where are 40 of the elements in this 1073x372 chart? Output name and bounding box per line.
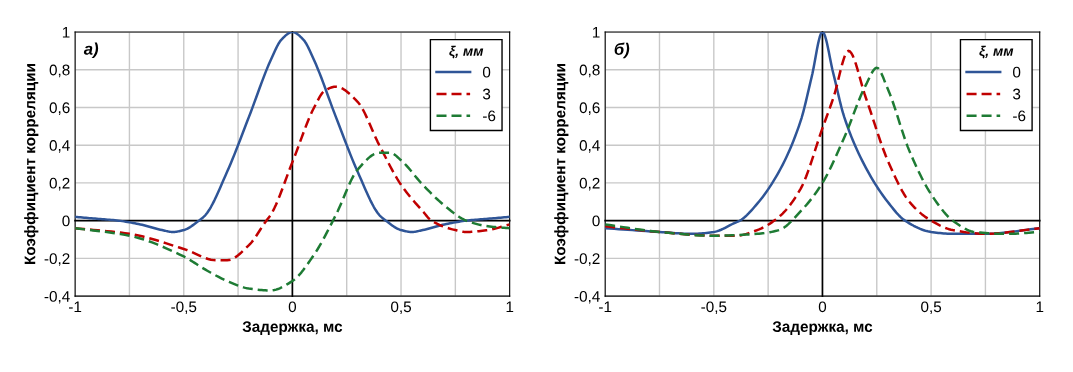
legend-title: ξ, мм xyxy=(979,45,1014,59)
annotation: а) xyxy=(83,42,99,59)
x-tick-label: -0,5 xyxy=(701,301,727,314)
y-tick-label: -0,4 xyxy=(44,290,70,304)
y-axis-title: Коэффициент корреляции xyxy=(554,64,569,265)
x-tick-label: 1 xyxy=(506,301,514,313)
annotation: б) xyxy=(614,42,630,59)
x-tick-label: 0,5 xyxy=(391,301,412,314)
y-tick-label: -0,4 xyxy=(574,290,600,304)
legend-label: 3 xyxy=(482,88,491,100)
y-tick-label: 0,4 xyxy=(579,140,600,153)
y-tick-label: 0,8 xyxy=(49,64,70,78)
x-tick-label: -1 xyxy=(69,301,82,313)
legend-label: 0 xyxy=(482,66,491,78)
x-tick-label: -0,5 xyxy=(171,301,197,314)
x-tick-label: 0,5 xyxy=(921,301,942,314)
y-tick-label: 0,8 xyxy=(579,64,600,78)
y-tick-label: 0,4 xyxy=(49,140,70,153)
y-tick-label: 0 xyxy=(62,215,70,227)
x-tick-label: -1 xyxy=(599,301,612,313)
legend-label: -6 xyxy=(483,110,496,122)
y-tick-label: 1 xyxy=(62,27,70,38)
y-tick-label: -0,2 xyxy=(44,253,70,266)
x-tick-label: 0 xyxy=(818,301,827,313)
legend-title: ξ, мм xyxy=(449,45,484,59)
x-tick-label: 1 xyxy=(1036,301,1044,313)
y-tick-label: 0,6 xyxy=(49,102,70,115)
y-tick-label: 0,2 xyxy=(579,177,600,191)
x-axis-title: Задержка, мс xyxy=(242,321,343,336)
y-axis-title: Коэффициент корреляции xyxy=(24,64,39,265)
legend-label: 3 xyxy=(1012,88,1021,100)
x-tick-label: 0 xyxy=(288,301,297,313)
y-tick-label: 1 xyxy=(592,27,600,38)
x-axis-title: Задержка, мс xyxy=(772,321,873,336)
y-tick-label: 0,6 xyxy=(579,102,600,115)
legend-label: -6 xyxy=(1013,110,1026,122)
y-tick-label: 0,2 xyxy=(49,177,70,191)
y-tick-label: -0,2 xyxy=(574,253,600,266)
legend-label: 0 xyxy=(1013,66,1021,78)
y-tick-label: 0 xyxy=(592,215,600,227)
